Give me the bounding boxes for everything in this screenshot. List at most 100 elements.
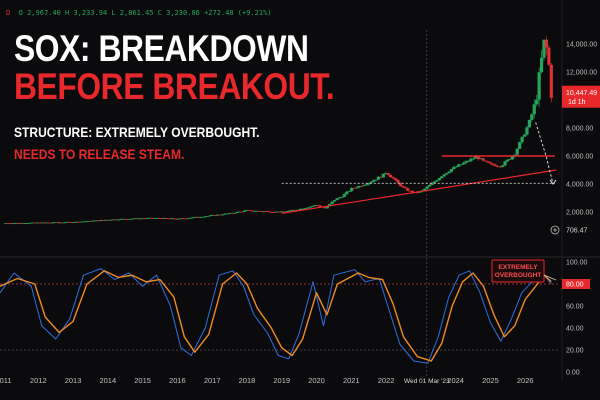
candle-body (476, 156, 480, 160)
candle-body (186, 218, 191, 219)
candle-body (216, 214, 220, 216)
candle-body (347, 191, 351, 192)
candle-body (150, 217, 154, 219)
candle-body (364, 184, 368, 186)
candle-body (196, 216, 200, 218)
x-axis-tick: 2013 (65, 376, 82, 385)
candle-body (50, 222, 54, 224)
candle-body (437, 178, 441, 181)
candle-body (369, 181, 373, 184)
candle-body (281, 211, 286, 213)
candle-body (16, 223, 20, 224)
candle-body (491, 163, 495, 165)
candle-body (18, 223, 23, 224)
candle-body (199, 217, 203, 218)
candle-body (406, 188, 410, 191)
candle-body (165, 217, 169, 219)
candle-body (65, 221, 69, 223)
candle-body (138, 218, 142, 220)
candle-body (145, 218, 149, 219)
candle-body (330, 201, 334, 204)
candle-body (323, 207, 327, 209)
candle-body (520, 136, 524, 143)
candle-body (172, 218, 176, 220)
candle-body (201, 216, 205, 218)
candle-body (62, 222, 66, 224)
candle-body (203, 216, 208, 218)
candle-body (474, 156, 478, 159)
oscillator-axis-tick: 40.00 (566, 326, 584, 333)
candle-body (255, 210, 259, 212)
candle-body (291, 209, 295, 211)
candle-body (235, 211, 239, 213)
ohlc-readout: D O 2,967.40 H 3,233.94 L 2,861.45 C 3,2… (6, 9, 272, 17)
candle-body (396, 179, 400, 183)
candle-body (362, 185, 366, 187)
x-axis-tick: 2011 (0, 376, 12, 385)
candle-body (9, 223, 13, 225)
candle-body (43, 222, 47, 224)
candle-body (70, 222, 74, 223)
x-axis-tick: 2019 (273, 376, 290, 385)
candle-body (498, 166, 502, 168)
candle-body (359, 185, 363, 187)
candle-body (503, 161, 507, 166)
candle-body (466, 161, 471, 162)
x-axis-tick: 2024 (447, 376, 464, 385)
candle-body (228, 212, 232, 214)
candle-body (128, 218, 132, 220)
candle-body (547, 47, 551, 65)
x-axis-tick: 2020 (308, 376, 325, 385)
x-axis-tick: 2014 (99, 376, 116, 385)
oscillator-axis-tick: 100.00 (566, 260, 588, 267)
candle-body (457, 164, 461, 167)
candle-body (240, 211, 244, 213)
overbought-annotation-text: EXTREMELY (498, 264, 538, 271)
candle-body (311, 205, 315, 207)
candle-body (381, 173, 385, 178)
candle-body (518, 142, 522, 149)
current-price-box (562, 85, 600, 108)
x-axis-tick: 2026 (517, 376, 534, 385)
candle-body (208, 215, 213, 217)
candle-body (274, 211, 278, 213)
candle-body (31, 222, 35, 224)
candle-body (206, 215, 210, 217)
candle-body (264, 211, 269, 213)
candle-body (367, 183, 371, 185)
candle-body (454, 166, 458, 168)
candle-body (189, 217, 193, 219)
candle-body (91, 220, 96, 222)
candle-body (247, 210, 251, 212)
candle-body (469, 158, 473, 162)
title-line-1: SOX: BREAKDOWN (14, 28, 309, 69)
candle-body (21, 223, 25, 224)
candle-body (121, 218, 125, 220)
candle-body (89, 220, 93, 222)
candle-body (72, 222, 76, 224)
candle-body (4, 223, 8, 224)
ohlc-values: O 2,967.40 H 3,233.94 L 2,861.45 C 3,230… (18, 9, 272, 17)
candle-body (471, 158, 475, 160)
candle-body (345, 191, 349, 195)
candle-body (182, 218, 186, 220)
candle-body (242, 210, 247, 212)
candle-body (101, 220, 105, 221)
price-axis-tick: 14,000.00 (566, 42, 597, 49)
candle-body (535, 99, 539, 105)
candle-body (126, 219, 130, 220)
candle-body (60, 222, 64, 224)
candle-body (386, 173, 390, 175)
candle-body (315, 205, 320, 206)
candle-body (371, 180, 376, 182)
candle-body (544, 39, 549, 48)
candle-body (308, 206, 312, 208)
candle-body (245, 210, 249, 212)
candle-body (109, 219, 113, 221)
candle-body (250, 210, 254, 212)
candle-body (537, 72, 541, 100)
candle-body (123, 218, 127, 220)
candle-body (445, 173, 449, 175)
candle-body (162, 217, 166, 219)
